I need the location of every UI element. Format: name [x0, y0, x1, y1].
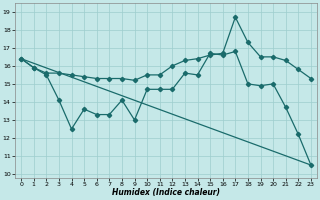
X-axis label: Humidex (Indice chaleur): Humidex (Indice chaleur): [112, 188, 220, 197]
